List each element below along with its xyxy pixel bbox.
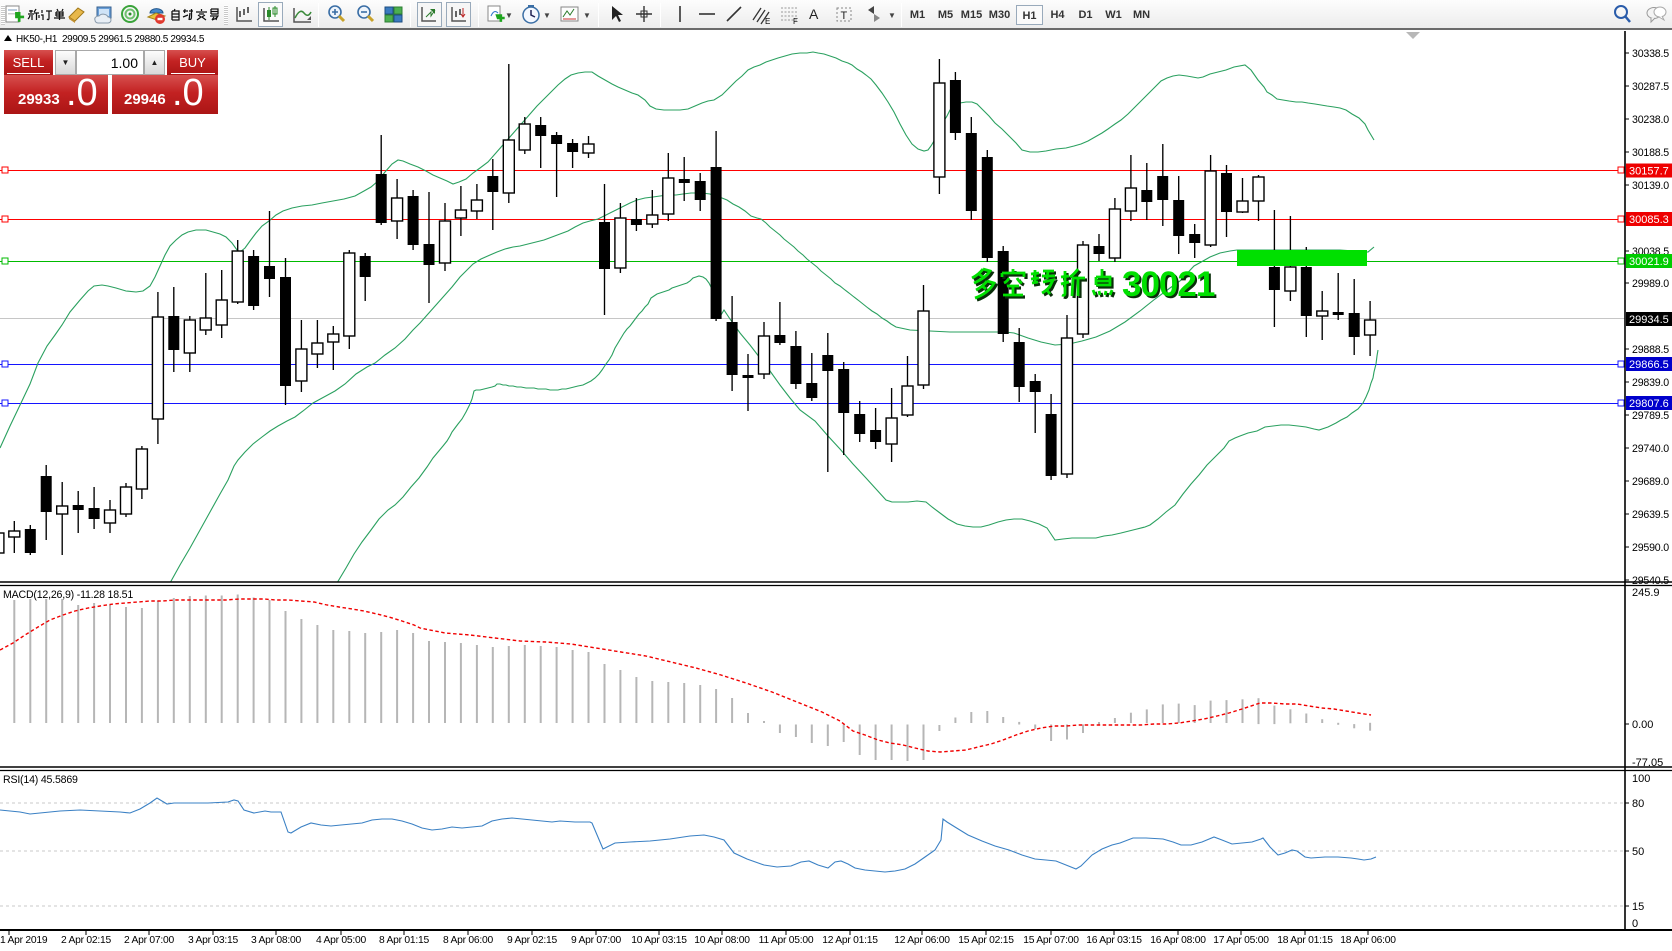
svg-text:9 Apr 02:15: 9 Apr 02:15 (507, 935, 557, 946)
svg-text:HK50-,H1 29909.5 29961.5 2988: HK50-,H1 29909.5 29961.5 29880.5 29934.5 (16, 34, 205, 45)
svg-text:10 Apr 03:15: 10 Apr 03:15 (631, 935, 687, 946)
svg-text:29590.0: 29590.0 (1632, 542, 1669, 554)
svg-text:30157.7: 30157.7 (1629, 166, 1669, 178)
svg-text:-77.05: -77.05 (1632, 757, 1663, 769)
svg-text:29866.5: 29866.5 (1629, 359, 1669, 371)
svg-text:15 Apr 07:00: 15 Apr 07:00 (1023, 935, 1079, 946)
svg-text:2 Apr 02:15: 2 Apr 02:15 (61, 935, 111, 946)
svg-text:18 Apr 06:00: 18 Apr 06:00 (1340, 935, 1396, 946)
svg-text:29807.6: 29807.6 (1629, 398, 1669, 410)
svg-text:30085.3: 30085.3 (1629, 214, 1669, 226)
svg-text:RSI(14) 45.5869: RSI(14) 45.5869 (3, 774, 78, 786)
svg-text:50: 50 (1632, 846, 1644, 858)
svg-text:0.00: 0.00 (1632, 719, 1653, 731)
svg-text:T: T (841, 10, 848, 22)
svg-text:E: E (765, 17, 770, 25)
svg-text:16 Apr 03:15: 16 Apr 03:15 (1086, 935, 1142, 946)
svg-text:4 Apr 05:00: 4 Apr 05:00 (316, 935, 366, 946)
svg-text:30287.5: 30287.5 (1632, 81, 1669, 93)
svg-text:29540.5: 29540.5 (1632, 575, 1669, 587)
svg-text:11 Apr 05:00: 11 Apr 05:00 (759, 935, 814, 946)
svg-text:8 Apr 06:00: 8 Apr 06:00 (443, 935, 493, 946)
svg-text:29689.0: 29689.0 (1632, 476, 1669, 488)
svg-text:30021: 30021 (1122, 265, 1215, 304)
svg-text:18 Apr 01:15: 18 Apr 01:15 (1277, 935, 1333, 946)
svg-text:30338.5: 30338.5 (1632, 48, 1669, 60)
svg-text:30021.9: 30021.9 (1629, 256, 1669, 268)
svg-text:30238.0: 30238.0 (1632, 114, 1669, 126)
svg-text:3 Apr 08:00: 3 Apr 08:00 (251, 935, 301, 946)
svg-text:1 Apr 2019: 1 Apr 2019 (0, 935, 48, 946)
svg-text:29839.0: 29839.0 (1632, 377, 1669, 389)
svg-text:16 Apr 08:00: 16 Apr 08:00 (1150, 935, 1206, 946)
svg-text:8 Apr 01:15: 8 Apr 01:15 (379, 935, 429, 946)
svg-text:10 Apr 08:00: 10 Apr 08:00 (694, 935, 750, 946)
svg-text:9 Apr 07:00: 9 Apr 07:00 (571, 935, 621, 946)
svg-text:30139.0: 30139.0 (1632, 180, 1669, 192)
svg-text:30188.5: 30188.5 (1632, 147, 1669, 159)
svg-text:29934.5: 29934.5 (1629, 314, 1669, 326)
svg-text:100: 100 (1632, 773, 1650, 785)
svg-text:2 Apr 07:00: 2 Apr 07:00 (124, 935, 174, 946)
svg-text:MACD(12,26,9) -11.28 18.51: MACD(12,26,9) -11.28 18.51 (3, 589, 133, 601)
svg-text:15 Apr 02:15: 15 Apr 02:15 (958, 935, 1014, 946)
svg-text:29888.5: 29888.5 (1632, 344, 1669, 356)
svg-text:12 Apr 01:15: 12 Apr 01:15 (822, 935, 878, 946)
svg-text:29639.5: 29639.5 (1632, 509, 1669, 521)
svg-text:29740.0: 29740.0 (1632, 443, 1669, 455)
svg-text:15: 15 (1632, 901, 1644, 913)
svg-text:12 Apr 06:00: 12 Apr 06:00 (894, 935, 950, 946)
svg-text:245.9: 245.9 (1632, 587, 1660, 599)
svg-text:F: F (793, 17, 798, 25)
svg-text:17 Apr 05:00: 17 Apr 05:00 (1213, 935, 1269, 946)
svg-text:80: 80 (1632, 798, 1644, 810)
svg-text:0: 0 (1632, 918, 1638, 930)
svg-text:30021: 30021 (1124, 267, 1217, 306)
svg-text:29989.0: 29989.0 (1632, 278, 1669, 290)
svg-text:29789.5: 29789.5 (1632, 410, 1669, 422)
svg-text:3 Apr 03:15: 3 Apr 03:15 (188, 935, 238, 946)
